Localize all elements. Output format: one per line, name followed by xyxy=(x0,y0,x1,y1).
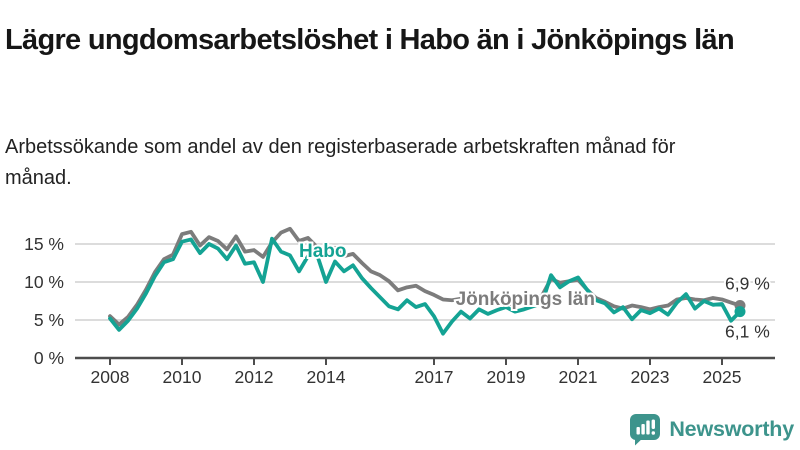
series-label: Habo xyxy=(299,241,347,262)
line-j-nk-pings-l-n xyxy=(108,226,742,327)
newsworthy-icon xyxy=(630,414,661,446)
end-value-label: 6,1 % xyxy=(725,322,770,342)
x-tick-label: 2017 xyxy=(415,367,454,387)
chart-subtitle: Arbetssökande som andel av den registerb… xyxy=(5,136,676,189)
y-tick-label: 10 % xyxy=(24,272,64,292)
x-tick-label: 2025 xyxy=(703,367,742,387)
series-label: Jönköpings län xyxy=(456,289,595,310)
x-tick-label: 2014 xyxy=(307,367,346,387)
y-tick-label: 15 % xyxy=(24,234,64,254)
x-tick-label: 2019 xyxy=(487,367,526,387)
x-tick-label: 2023 xyxy=(631,367,670,387)
end-dot xyxy=(734,306,746,318)
newsworthy-logo[interactable]: Newsworthy xyxy=(628,410,794,448)
line-habo xyxy=(108,236,742,336)
newsworthy-wordmark: Newsworthy xyxy=(669,416,794,441)
y-tick-label: 0 % xyxy=(34,348,64,368)
end-value-label: 6,9 % xyxy=(725,274,770,294)
x-tick-label: 2008 xyxy=(91,367,130,387)
x-tick-label: 2021 xyxy=(559,367,598,387)
x-tick-label: 2010 xyxy=(163,367,202,387)
y-tick-label: 5 % xyxy=(34,310,64,330)
x-tick-label: 2012 xyxy=(235,367,274,387)
page-title: Lägre ungdomsarbetslöshet i Habo än i Jö… xyxy=(5,24,735,57)
